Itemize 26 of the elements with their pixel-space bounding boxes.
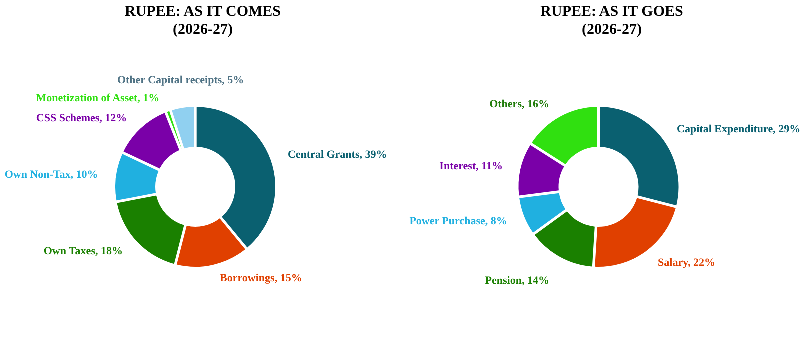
slice-label: Borrowings, 15%	[220, 272, 302, 285]
donut-slice	[176, 218, 246, 267]
chart-title: RUPEE: AS IT COMES	[124, 4, 282, 20]
donut-slice	[196, 107, 276, 248]
slice-label: Others, 16%	[490, 98, 550, 111]
donut-slice	[532, 107, 598, 164]
donut-slice	[534, 212, 595, 267]
slice-label: Interest, 11%	[440, 160, 504, 172]
slice-label: Power Purchase, 8%	[410, 216, 508, 228]
slice-label: CSS Schemes, 12%	[36, 112, 128, 124]
slice-label: Other Capital receipts, 5%	[117, 74, 244, 87]
slice-label: Salary, 22%	[658, 257, 716, 270]
slice-label: Monetization of Asset, 1%	[36, 92, 160, 105]
slice-label: Own Non-Tax, 10%	[4, 169, 98, 182]
donut-slice	[520, 193, 566, 233]
chart-subtitle: (2026-27)	[582, 22, 642, 38]
slice-label: Pension, 14%	[485, 275, 550, 288]
chart-subtitle: (2026-27)	[173, 22, 233, 38]
donut-slice	[116, 154, 159, 201]
chart-title: RUPEE: AS IT GOES	[540, 4, 684, 20]
donut-slice	[172, 107, 194, 149]
slice-label: Central Grants, 39%	[288, 149, 388, 162]
slice-label: Own Taxes, 18%	[44, 245, 123, 258]
donut-slice	[600, 107, 679, 206]
slice-label: Capital Expenditure, 29%	[677, 123, 800, 136]
donut-slice	[518, 145, 564, 196]
